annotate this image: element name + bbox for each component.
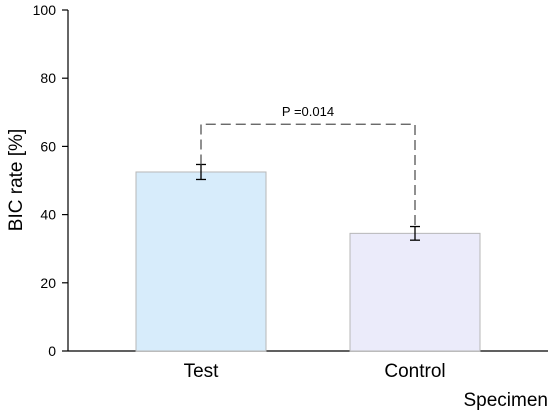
y-tick-label: 100: [33, 2, 57, 18]
y-tick-label: 60: [40, 138, 56, 154]
x-tick-label-test: Test: [184, 361, 220, 382]
y-axis-title: BIC rate [%]: [6, 129, 27, 231]
y-tick-label: 0: [48, 343, 56, 359]
p-value-label: P =0.014: [282, 104, 334, 119]
bars: [135, 171, 481, 352]
bar-control: [349, 232, 481, 352]
error-bars: [196, 163, 420, 241]
significance-bracket: P =0.014: [200, 104, 416, 227]
x-axis-title: Specimen: [464, 390, 549, 411]
x-tick-label-control: Control: [384, 361, 445, 382]
y-tick-label: 20: [40, 275, 56, 291]
bar-test: [135, 171, 267, 352]
x-tick-labels: Test Control: [184, 361, 446, 382]
y-tick-label: 80: [40, 70, 56, 86]
y-tick-label: 40: [40, 207, 56, 223]
error-bar-control: [410, 225, 420, 241]
y-ticks: 0 20 40 60 80 100: [33, 2, 68, 359]
annotations: P =0.014: [200, 104, 416, 227]
